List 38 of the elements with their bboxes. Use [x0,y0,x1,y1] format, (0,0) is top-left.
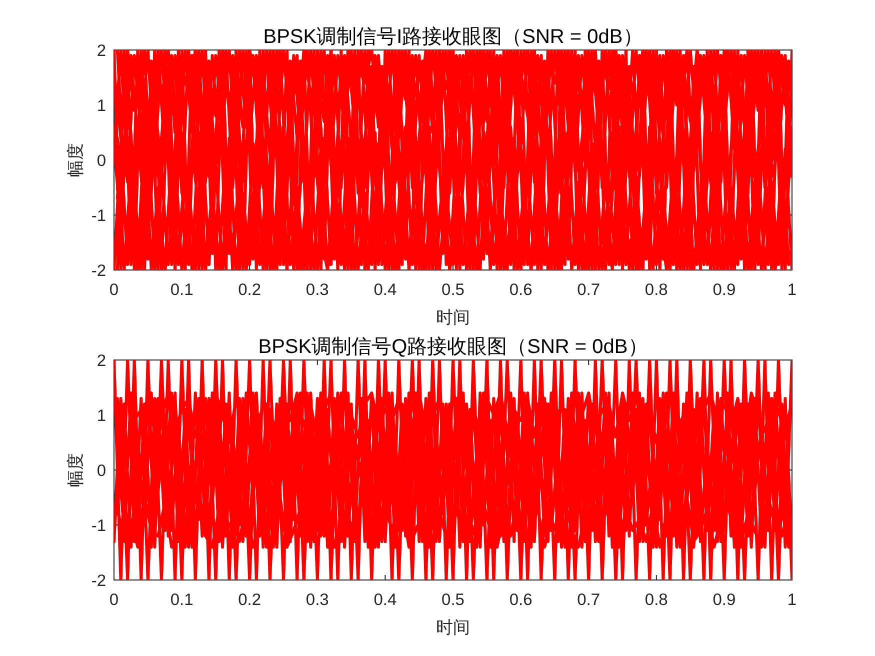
x-axis-title: 时间 [436,618,470,637]
x-tick-label: 0.5 [442,591,464,609]
x-tick-label: 0.7 [577,591,600,609]
x-tick-label: 0.4 [374,281,397,299]
y-tick-label: 1 [96,406,106,425]
x-tick-label: 0.7 [577,281,600,299]
x-tick-label: 0.9 [712,591,736,609]
x-tick-label: 0.3 [306,591,329,609]
x-tick-label: 0.6 [509,281,532,299]
y-axis-title: 幅度 [66,453,86,487]
y-tick-label: 1 [96,96,106,115]
x-tick-label: 0.5 [442,281,464,299]
x-tick-label: 0.2 [238,281,262,299]
chart-title: BPSK调制信号I路接收眼图（SNR = 0dB） [263,26,643,48]
x-tick-label: 0.4 [374,591,397,609]
y-tick-label: -1 [91,206,106,225]
x-tick-label: 0.1 [170,591,194,609]
y-tick-label: -2 [91,572,106,590]
x-tick-label: 0.8 [644,281,668,299]
x-tick-label: 0.6 [509,591,532,609]
y-tick-label: -2 [91,262,106,280]
y-axis-title: 幅度 [66,143,86,177]
x-tick-label: 0.3 [306,281,329,299]
y-tick-label: 2 [96,352,106,370]
y-tick-label: 0 [96,152,106,170]
x-tick-label: 0.9 [712,281,736,299]
chart-title: BPSK调制信号Q路接收眼图（SNR = 0dB） [258,336,648,358]
x-tick-label: 0 [109,591,119,609]
x-tick-label: 0.1 [170,281,194,299]
y-tick-label: 0 [96,462,106,480]
x-tick-label: 0 [109,281,119,299]
y-tick-label: -1 [91,516,106,535]
y-tick-label: 2 [96,42,106,60]
x-tick-label: 0.2 [238,591,262,609]
x-tick-label: 1 [787,281,797,299]
x-tick-label: 1 [787,591,797,609]
x-tick-label: 0.8 [644,591,668,609]
x-axis-title: 时间 [436,308,470,327]
